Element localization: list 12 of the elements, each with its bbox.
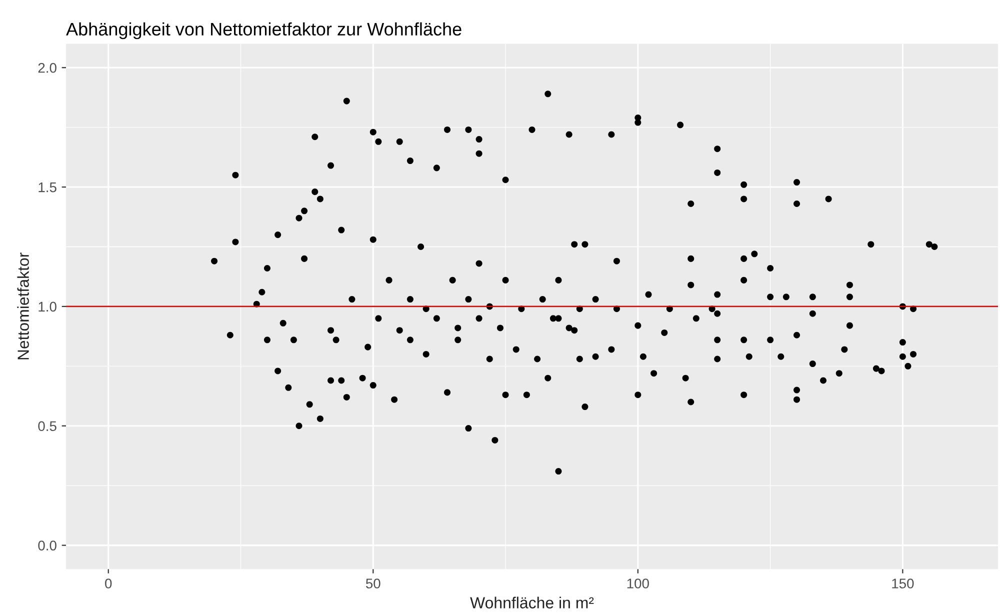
y-tick-label: 0.5: [38, 421, 56, 432]
y-axis-title: Nettomietfaktor: [17, 252, 29, 360]
x-tick-label: 0: [105, 578, 112, 588]
x-axis-title: Wohnfläche in m²: [470, 596, 594, 608]
y-tick-label: 0.0: [38, 540, 56, 550]
chart-title: Abhängigkeit von Nettomietfaktor zur Wohnfläche: [66, 22, 462, 40]
x-tick-label: 50: [366, 578, 380, 588]
y-tick-label: 1.5: [38, 182, 56, 192]
y-tick-label: 1.0: [38, 302, 56, 312]
y-tick-label: 2.0: [38, 62, 56, 73]
x-tick-label: 150: [892, 578, 914, 588]
x-tick-label: 100: [627, 578, 649, 588]
